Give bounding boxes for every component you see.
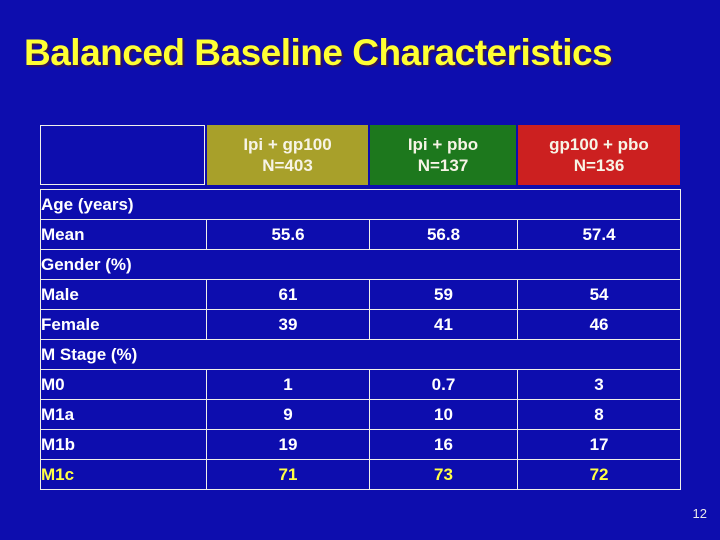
row-label: Mean xyxy=(40,219,207,250)
cell-value: 54 xyxy=(516,279,682,310)
section-label: Age (years) xyxy=(39,189,682,220)
cell-value: 61 xyxy=(206,279,370,310)
cell-value: 39 xyxy=(206,309,370,340)
cell-value: 10 xyxy=(369,399,518,430)
cell-value: 55.6 xyxy=(206,219,370,250)
section-row-gender: Gender (%) xyxy=(39,249,682,280)
cell-value: 1 xyxy=(206,369,370,400)
cell-value: 56.8 xyxy=(369,219,518,250)
table-header-row: Ipi + gp100 N=403 Ipi + pbo N=137 gp100 … xyxy=(40,125,680,185)
cell-value: 71 xyxy=(206,459,370,490)
row-label: Female xyxy=(40,309,207,340)
column-header-sublabel: N=136 xyxy=(573,156,625,175)
cell-value: 16 xyxy=(369,429,518,460)
baseline-characteristics-table: Ipi + gp100 N=403 Ipi + pbo N=137 gp100 … xyxy=(39,125,682,490)
table-row-m1a: M1a 9 10 8 xyxy=(40,399,682,430)
cell-value: 41 xyxy=(369,309,518,340)
column-header-gp100-pbo: gp100 + pbo N=136 xyxy=(518,125,680,185)
row-label: M1a xyxy=(40,399,207,430)
cell-value: 19 xyxy=(206,429,370,460)
column-header-label: gp100 + pbo xyxy=(549,135,649,154)
column-header-label: Ipi + gp100 xyxy=(243,135,332,154)
column-header-label: Ipi + pbo xyxy=(407,135,479,154)
column-header-ipi-pbo: Ipi + pbo N=137 xyxy=(370,125,516,185)
page-title: Balanced Baseline Characteristics xyxy=(24,32,613,73)
cell-value: 72 xyxy=(516,459,682,490)
section-label: M Stage (%) xyxy=(39,339,682,370)
cell-value: 73 xyxy=(369,459,518,490)
cell-value: 0.7 xyxy=(369,369,518,400)
cell-value: 8 xyxy=(516,399,682,430)
table-row-m0: M0 1 0.7 3 xyxy=(40,369,682,400)
table-row-mean: Mean 55.6 56.8 57.4 xyxy=(40,219,682,250)
table-row-m1b: M1b 19 16 17 xyxy=(40,429,682,460)
column-header-ipi-gp100: Ipi + gp100 N=403 xyxy=(207,125,368,185)
section-row-m-stage: M Stage (%) xyxy=(39,339,682,370)
column-header-sublabel: N=137 xyxy=(417,156,469,175)
cell-value: 17 xyxy=(516,429,682,460)
cell-value: 9 xyxy=(206,399,370,430)
cell-value: 59 xyxy=(369,279,518,310)
slide-page-number: 12 xyxy=(692,506,707,521)
cell-value: 46 xyxy=(516,309,682,340)
table-row-m1c-highlighted: M1c 71 73 72 xyxy=(40,459,682,490)
table-row-male: Male 61 59 54 xyxy=(40,279,682,310)
row-label: M0 xyxy=(40,369,207,400)
section-label: Gender (%) xyxy=(39,249,682,280)
cell-value: 57.4 xyxy=(516,219,682,250)
table-row-female: Female 39 41 46 xyxy=(40,309,682,340)
row-label: M1c xyxy=(40,459,207,490)
row-label: Male xyxy=(40,279,207,310)
table-body: Age (years) Mean 55.6 56.8 57.4 Gender (… xyxy=(39,189,682,490)
section-row-age: Age (years) xyxy=(39,189,682,220)
cell-value: 3 xyxy=(516,369,682,400)
row-label: M1b xyxy=(40,429,207,460)
column-header-sublabel: N=403 xyxy=(262,156,313,175)
column-header-empty xyxy=(40,125,205,185)
